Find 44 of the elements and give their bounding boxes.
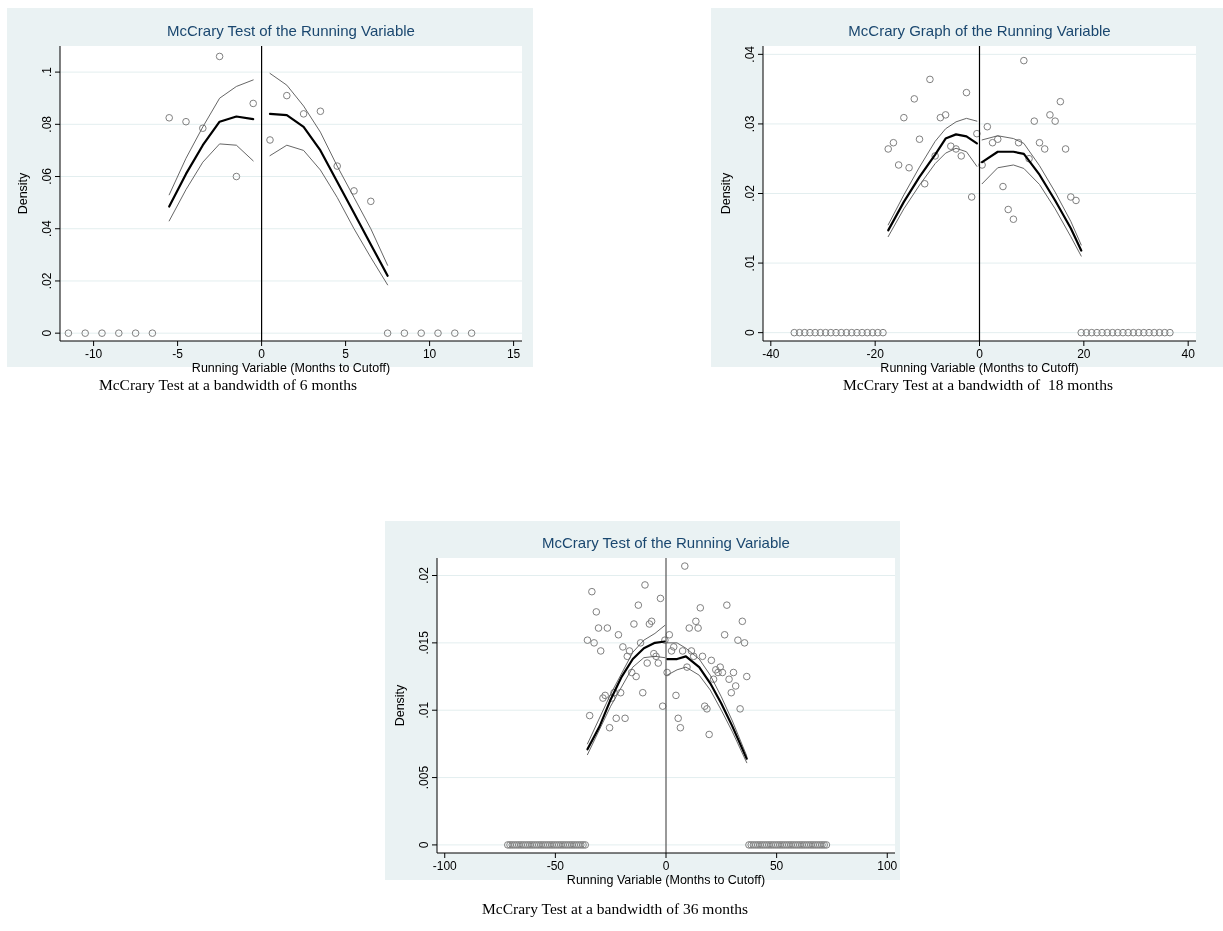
- y-tick-label: .1: [40, 66, 54, 78]
- x-tick-label: 100: [877, 859, 898, 873]
- x-tick-label: 15: [506, 347, 521, 361]
- y-tick-label: 0: [743, 328, 757, 336]
- text: McCrary Test at a bandwidth of 36 months: [482, 900, 748, 917]
- x-tick-label: -50: [546, 859, 565, 873]
- x-tick-label: 10: [422, 347, 437, 361]
- y-tick-label: .04: [40, 220, 54, 238]
- chart-title: McCrary Graph of the Running Variable: [848, 22, 1111, 39]
- y-tick-label: .06: [40, 167, 54, 185]
- x-tick-label: -10: [84, 347, 103, 361]
- x-tick-label: 20: [1077, 347, 1091, 361]
- y-axis-title: Density: [393, 683, 407, 727]
- x-tick-label: -100: [432, 859, 458, 873]
- x-axis-title: Running Variable (Months to Cutoff): [566, 873, 766, 887]
- x-tick-label: 50: [769, 859, 784, 873]
- x-axis-title: Running Variable (Months to Cutoff): [880, 361, 1079, 375]
- y-tick-label: .08: [40, 115, 54, 133]
- text: McCrary Test at a bandwidth of 6 months: [98, 376, 358, 393]
- y-tick-label: 0: [40, 329, 54, 337]
- chart-title: McCrary Test of the Running Variable: [167, 22, 415, 39]
- y-tick-label: .02: [417, 566, 431, 584]
- x-tick-label: -20: [866, 347, 885, 361]
- y-axis-title: Density: [16, 171, 30, 215]
- x-tick-label: 0: [976, 347, 984, 361]
- y-tick-label: .01: [743, 254, 757, 272]
- y-tick-label: .01: [417, 701, 431, 719]
- chart-title: McCrary Test of the Running Variable: [542, 534, 790, 551]
- y-tick-label: .03: [743, 115, 757, 133]
- y-tick-label: .02: [743, 184, 757, 202]
- y-tick-label: 0: [417, 841, 431, 849]
- x-axis-title: Running Variable (Months to Cutoff): [191, 361, 391, 375]
- y-axis-title: Density: [719, 171, 733, 215]
- y-tick-label: .005: [417, 765, 431, 790]
- x-tick-label: 0: [662, 859, 670, 873]
- x-tick-label: -5: [172, 347, 184, 361]
- y-tick-label: .02: [40, 272, 54, 290]
- x-tick-label: -40: [762, 347, 780, 361]
- y-tick-label: .04: [743, 45, 757, 63]
- text: McCrary Test at a bandwidth of 18 months: [843, 376, 1113, 393]
- x-tick-label: 0: [258, 347, 266, 361]
- y-tick-label: .015: [417, 630, 431, 655]
- x-tick-label: 40: [1181, 347, 1196, 361]
- x-tick-label: 5: [342, 347, 350, 361]
